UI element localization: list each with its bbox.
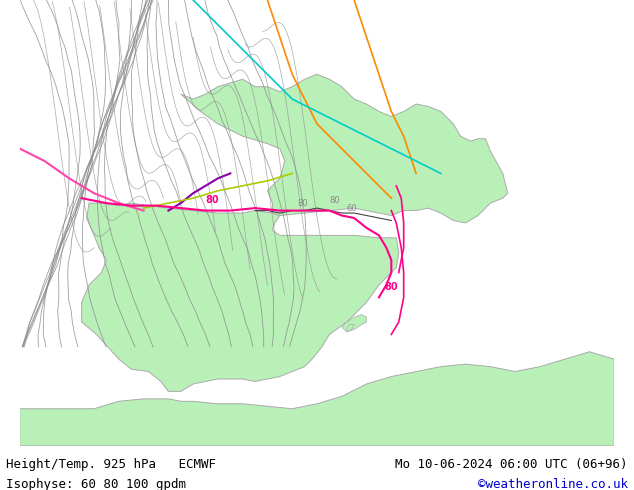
Text: 60: 60 <box>347 203 358 213</box>
Text: 80: 80 <box>205 195 219 205</box>
Polygon shape <box>181 74 508 223</box>
Polygon shape <box>342 315 366 332</box>
Text: 80: 80 <box>384 282 398 292</box>
Polygon shape <box>347 324 354 332</box>
Text: Isophyse: 60 80 100 gpdm: Isophyse: 60 80 100 gpdm <box>6 478 186 490</box>
Polygon shape <box>82 203 399 392</box>
Text: ©weatheronline.co.uk: ©weatheronline.co.uk <box>477 478 628 490</box>
Text: 80: 80 <box>330 196 340 205</box>
Text: Height/Temp. 925 hPa   ECMWF: Height/Temp. 925 hPa ECMWF <box>6 458 216 471</box>
Text: 80: 80 <box>297 198 308 208</box>
Polygon shape <box>20 352 614 446</box>
Text: Mo 10-06-2024 06:00 UTC (06+96): Mo 10-06-2024 06:00 UTC (06+96) <box>395 458 628 471</box>
